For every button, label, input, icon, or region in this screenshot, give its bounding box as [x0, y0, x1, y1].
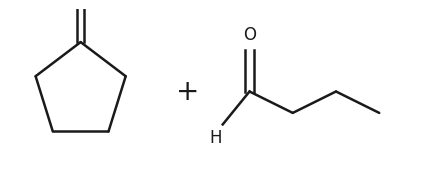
- Text: +: +: [176, 77, 199, 106]
- Text: H: H: [209, 129, 221, 147]
- Text: O: O: [74, 0, 87, 3]
- Text: O: O: [243, 26, 256, 44]
